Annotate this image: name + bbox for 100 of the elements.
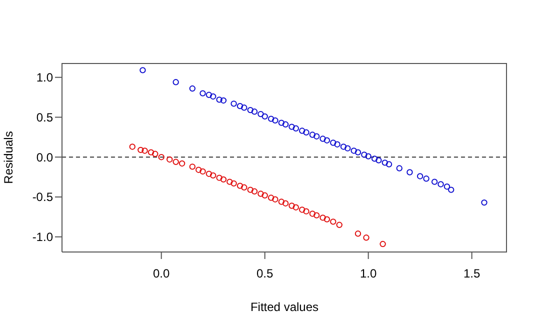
point (216, 96, 222, 103)
point (230, 180, 237, 187)
point (148, 149, 154, 156)
point (236, 182, 244, 189)
x-tick-label: 0.5 (256, 266, 274, 281)
point (262, 192, 268, 198)
point (313, 133, 320, 140)
point (251, 188, 258, 194)
point (258, 190, 264, 197)
point (320, 214, 326, 221)
point (382, 160, 388, 166)
point (324, 216, 330, 222)
point (320, 136, 326, 142)
point (282, 200, 289, 206)
point (247, 186, 254, 193)
point (220, 176, 227, 183)
point (282, 121, 289, 128)
point (340, 144, 347, 150)
point (380, 240, 386, 248)
point (303, 129, 310, 136)
point (278, 198, 284, 205)
point (330, 140, 336, 146)
point (142, 148, 148, 154)
point (448, 186, 454, 193)
y-tick-label: -0.5 (32, 190, 54, 204)
point (292, 204, 299, 210)
point (303, 208, 310, 214)
point (309, 210, 316, 217)
point (196, 166, 202, 173)
point (313, 212, 320, 218)
point (216, 174, 222, 181)
point (138, 146, 144, 154)
point (330, 218, 336, 225)
point (200, 90, 206, 96)
point (189, 85, 196, 92)
point (344, 145, 351, 152)
point (206, 170, 212, 177)
y-tick-label: 0.0 (36, 150, 54, 164)
point (363, 234, 370, 241)
point (298, 206, 306, 213)
point (361, 152, 368, 158)
point (262, 113, 268, 120)
point (178, 160, 186, 167)
point (236, 102, 244, 110)
point (324, 137, 330, 144)
point (423, 176, 430, 182)
point (354, 230, 362, 237)
point (272, 117, 278, 124)
point (292, 125, 299, 132)
point (354, 149, 362, 156)
point (406, 169, 413, 176)
point (350, 148, 357, 154)
point (247, 106, 254, 114)
point (158, 154, 164, 160)
point (288, 124, 295, 130)
point (210, 93, 216, 100)
point (258, 110, 264, 118)
y-tick-label: 1.0 (36, 70, 54, 85)
point (431, 178, 438, 185)
point (481, 199, 488, 206)
point (172, 79, 179, 86)
point (376, 157, 382, 164)
point (251, 108, 258, 115)
point (268, 194, 274, 201)
point (140, 67, 146, 74)
y-tick-label: 0.5 (36, 110, 54, 124)
x-tick-label: 1.0 (360, 266, 377, 281)
point (220, 97, 227, 104)
point (152, 150, 158, 158)
y-axis-title: Residuals (1, 131, 16, 184)
point (444, 184, 450, 190)
point (226, 178, 233, 185)
point (206, 92, 212, 98)
point (129, 144, 136, 150)
point (172, 158, 179, 165)
point (230, 100, 237, 107)
point (288, 202, 295, 209)
point (268, 116, 274, 122)
point (241, 104, 248, 111)
x-tick-label: 1.5 (463, 266, 480, 281)
point (309, 132, 316, 138)
point (272, 196, 278, 202)
point (278, 120, 284, 126)
point (298, 128, 306, 134)
y-tick-label: -1.0 (32, 230, 54, 244)
point (334, 141, 340, 148)
point (189, 164, 196, 170)
point (365, 153, 372, 160)
point (438, 181, 444, 188)
point (396, 165, 402, 172)
x-axis-title: Fitted values (250, 300, 319, 314)
point (416, 173, 424, 180)
x-tick-label: 0.0 (153, 266, 170, 281)
point (241, 184, 248, 191)
point (386, 161, 392, 168)
point (371, 156, 378, 162)
point (166, 156, 173, 163)
point (210, 172, 216, 179)
point (336, 222, 342, 228)
point (200, 168, 206, 175)
